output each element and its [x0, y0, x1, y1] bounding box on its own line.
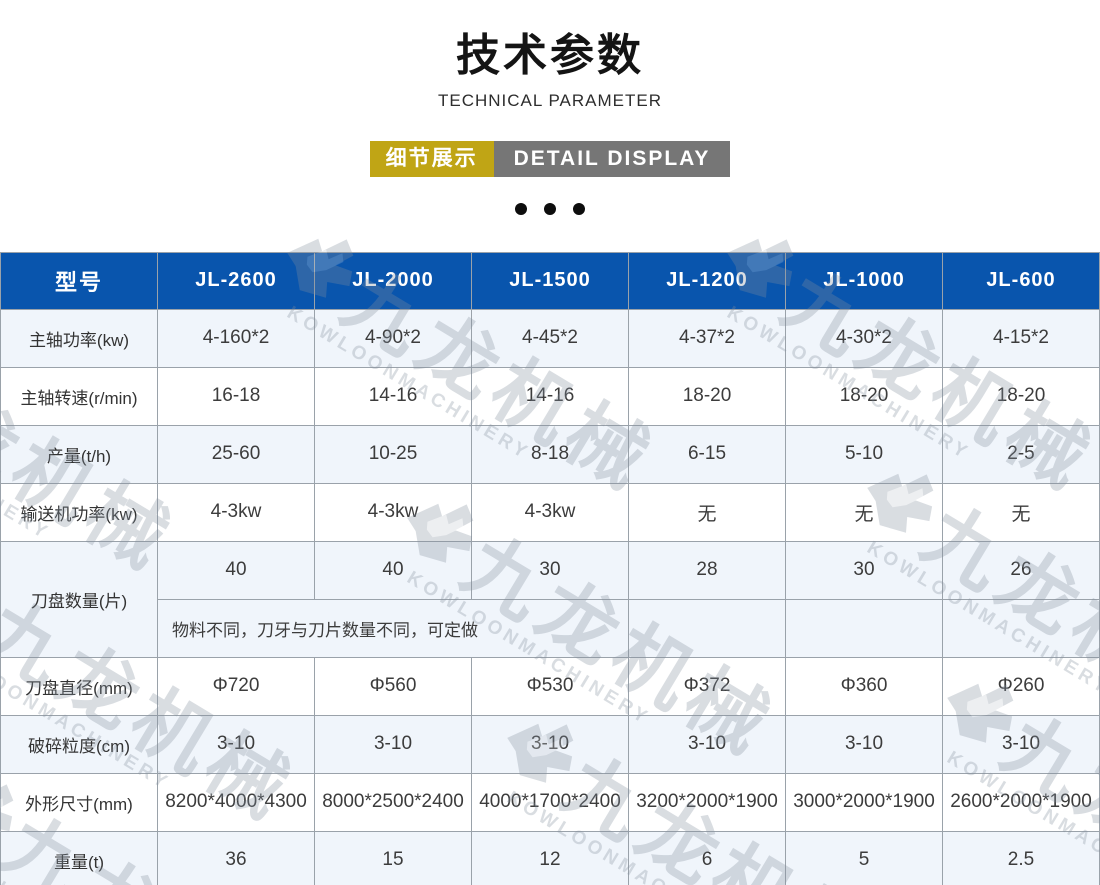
- table-row: 刀盘直径(mm) Φ720 Φ560 Φ530 Φ372 Φ360 Φ260: [0, 656, 1100, 716]
- dot-icon: [573, 202, 585, 215]
- value-cell: 36: [157, 830, 315, 885]
- value-cell: 18-20: [628, 366, 786, 426]
- row-label: 刀盘数量(片): [0, 540, 158, 658]
- banner-label-en: DETAIL DISPLAY: [493, 140, 731, 177]
- value-cell: 4-30*2: [785, 308, 943, 368]
- value-cell: 无: [942, 482, 1100, 542]
- header-row: 型号 JL-2600 JL-2000 JL-1500 JL-1200 JL-10…: [0, 251, 1100, 310]
- table-row: 刀盘数量(片) 40 40 30 28 30 26: [0, 540, 1100, 658]
- value-cell: 8-18: [471, 424, 629, 484]
- note-cell: 物料不同，刀牙与刀片数量不同，可定做: [157, 598, 629, 658]
- value-cell: 18-20: [785, 366, 943, 426]
- value-cell: 5-10: [785, 424, 943, 484]
- page-title: 技术参数: [456, 31, 644, 80]
- table-row: 外形尺寸(mm) 8200*4000*4300 8000*2500*2400 4000…: [0, 772, 1100, 832]
- value-cell: 4-37*2: [628, 308, 786, 368]
- table-body: 主轴功率(kw) 4-160*2 4-90*2 4-45*2 4-37*2 4-30*2 4…: [0, 308, 1100, 885]
- value-cell: 40: [157, 540, 315, 600]
- value-cell: 无: [785, 482, 943, 542]
- value-cell: 4-160*2: [157, 308, 315, 368]
- value-cell: 4000*1700*2400: [471, 772, 629, 832]
- value-cell: 28: [628, 540, 786, 600]
- dots-divider: [0, 202, 1100, 215]
- value-cell: 2.5: [942, 830, 1100, 885]
- value-cell: 4-15*2: [942, 308, 1100, 368]
- section-banner: 细节展示 DETAIL DISPLAY: [0, 140, 1100, 177]
- value-cell: 26: [942, 540, 1100, 600]
- table-row: 重量(t) 36 15 12 6 5 2.5: [0, 830, 1100, 885]
- value-cell: 10-25: [314, 424, 472, 484]
- value-cell: Φ560: [314, 656, 472, 716]
- dot-icon: [544, 202, 556, 215]
- row-label: 刀盘直径(mm): [0, 656, 158, 716]
- value-cell: 4-90*2: [314, 308, 472, 368]
- row-label: 产量(t/h): [0, 424, 158, 484]
- value-cell: 2-5: [942, 424, 1100, 484]
- value-cell: 无: [628, 482, 786, 542]
- spec-table: 型号 JL-2600 JL-2000 JL-1500 JL-1200 JL-10…: [0, 251, 1100, 885]
- value-cell: 2600*2000*1900: [942, 772, 1100, 832]
- table-row: 主轴转速(r/min) 16-18 14-16 14-16 18-20 18-20 18-2…: [0, 366, 1100, 426]
- value-cell: 3-10: [314, 714, 472, 774]
- value-cell: 14-16: [471, 366, 629, 426]
- value-cell: Φ360: [785, 656, 943, 716]
- value-cell: 15: [314, 830, 472, 885]
- table-row: 破碎粒度(cm) 3-10 3-10 3-10 3-10 3-10 3-10: [0, 714, 1100, 774]
- value-cell: 3-10: [942, 714, 1100, 774]
- column-header: JL-600: [942, 251, 1100, 310]
- value-cell: 25-60: [157, 424, 315, 484]
- value-cell: 4-3kw: [314, 482, 472, 542]
- table-row: 主轴功率(kw) 4-160*2 4-90*2 4-45*2 4-37*2 4-30*2 4…: [0, 308, 1100, 368]
- value-cell: 3000*2000*1900: [785, 772, 943, 832]
- value-cell: Φ260: [942, 656, 1100, 716]
- column-header: JL-2600: [157, 251, 315, 310]
- value-cell: 4-45*2: [471, 308, 629, 368]
- column-header: JL-1200: [628, 251, 786, 310]
- value-cell: Φ720: [157, 656, 315, 716]
- value-cell: 6: [628, 830, 786, 885]
- value-cell: 16-18: [157, 366, 315, 426]
- empty-cell: [785, 598, 943, 658]
- value-cell: 18-20: [942, 366, 1100, 426]
- row-label: 输送机功率(kw): [0, 482, 158, 542]
- value-cell: 5: [785, 830, 943, 885]
- empty-cell: [628, 598, 786, 658]
- value-cell: 8200*4000*4300: [157, 772, 315, 832]
- value-cell: 30: [471, 540, 629, 600]
- row-label: 主轴功率(kw): [0, 308, 158, 368]
- row-label: 主轴转速(r/min): [0, 366, 158, 426]
- value-cell: 3-10: [785, 714, 943, 774]
- value-cell: 30: [785, 540, 943, 600]
- value-cell: Φ372: [628, 656, 786, 716]
- row-label: 重量(t): [0, 830, 158, 885]
- banner-label-cn: 细节展示: [369, 140, 494, 177]
- table-note-row: 物料不同，刀牙与刀片数量不同，可定做: [1, 598, 1100, 658]
- value-cell: 14-16: [314, 366, 472, 426]
- page-subtitle: TECHNICAL PARAMETER: [438, 90, 662, 110]
- column-header: JL-1500: [471, 251, 629, 310]
- column-header-model: 型号: [0, 251, 158, 310]
- value-cell: 40: [314, 540, 472, 600]
- value-cell: 4-3kw: [471, 482, 629, 542]
- spec-table-head: 型号 JL-2600 JL-2000 JL-1500 JL-1200 JL-10…: [0, 251, 1100, 310]
- row-label: 外形尺寸(mm): [0, 772, 158, 832]
- empty-cell: [942, 598, 1100, 658]
- value-cell: 3-10: [157, 714, 315, 774]
- value-cell: 3-10: [628, 714, 786, 774]
- dot-icon: [515, 202, 527, 215]
- table-row: 输送机功率(kw) 4-3kw 4-3kw 4-3kw 无无无: [0, 482, 1100, 542]
- value-cell: 12: [471, 830, 629, 885]
- column-header: JL-1000: [785, 251, 943, 310]
- value-cell: 8000*2500*2400: [314, 772, 472, 832]
- value-cell: 3200*2000*1900: [628, 772, 786, 832]
- table-row: 产量(t/h) 25-60 10-25 8-18 6-15 5-10 2-5: [0, 424, 1100, 484]
- column-header: JL-2000: [314, 251, 472, 310]
- value-cell: Φ530: [471, 656, 629, 716]
- row-label: 破碎粒度(cm): [0, 714, 158, 774]
- value-cell: 4-3kw: [157, 482, 315, 542]
- value-cell: 6-15: [628, 424, 786, 484]
- value-cell: 3-10: [471, 714, 629, 774]
